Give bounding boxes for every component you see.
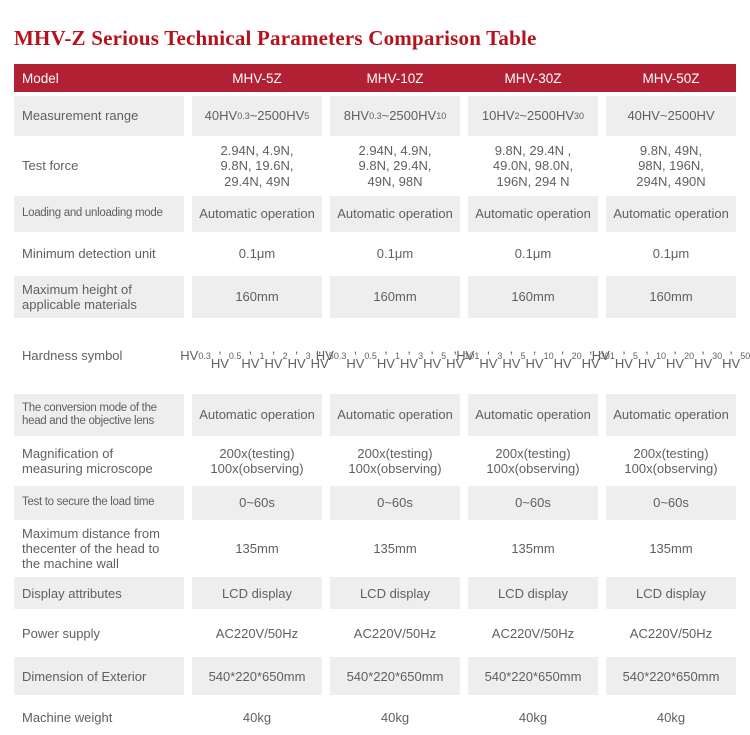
cell-mhv-50z: Automatic operation bbox=[606, 394, 736, 436]
cell-mhv-30z: 540*220*650mm bbox=[468, 657, 598, 696]
row-minimum-detection-unit: Minimum detection unit 0.1μm 0.1μm 0.1μm… bbox=[14, 236, 736, 272]
cell-mhv-5z: 200x(testing) 100x(observing) bbox=[210, 445, 304, 476]
cell-mhv-5z: LCD display bbox=[192, 577, 322, 610]
cell-mhv-30z: Automatic operation bbox=[468, 196, 598, 232]
cell-mhv-10z: Automatic operation bbox=[330, 196, 460, 232]
row-label: Magnification of measuring microscope bbox=[22, 445, 153, 476]
cell-mhv-5z: Automatic operation bbox=[192, 394, 322, 436]
cell-mhv-5z: Automatic operation bbox=[192, 196, 322, 232]
cell-mhv-10z: 8HV 0.3 ~2500HV 10 bbox=[330, 96, 460, 136]
cell-mhv-50z: 9.8N, 49N, 98N, 196N, 294N, 490N bbox=[636, 143, 706, 189]
header-mhv-10z: MHV-10Z bbox=[366, 70, 424, 86]
cell-mhv-10z: 540*220*650mm bbox=[330, 657, 460, 696]
cell-mhv-30z: 40kg bbox=[518, 709, 548, 725]
row-power-supply: Power supply AC220V/50Hz AC220V/50Hz AC2… bbox=[14, 613, 736, 653]
cell-mhv-30z: 200x(testing) 100x(observing) bbox=[486, 445, 580, 476]
row-magnification: Magnification of measuring microscope 20… bbox=[14, 440, 736, 482]
cell-mhv-5z: HV 0.3, HV 0.5, HV 1, HV 2, HV 3, HV 5 bbox=[180, 340, 334, 371]
row-conversion-mode: The conversion mode of the head and the … bbox=[14, 394, 736, 436]
cell-mhv-10z: 0.1μm bbox=[376, 246, 414, 262]
cell-mhv-5z: 540*220*650mm bbox=[192, 657, 322, 696]
row-label: Test force bbox=[22, 158, 79, 174]
row-display-attributes: Display attributes LCD display LCD displ… bbox=[14, 577, 736, 610]
row-label: Display attributes bbox=[14, 577, 184, 610]
row-hardness-symbol: Hardness symbol HV 0.3, HV 0.5, HV 1, HV 2, HV… bbox=[14, 322, 750, 390]
cell-mhv-30z: 135mm bbox=[511, 541, 555, 557]
cell-mhv-30z: AC220V/50Hz bbox=[491, 625, 575, 641]
header-model: Model bbox=[22, 70, 59, 86]
row-test-force: Test force 2.94N, 4.9N, 9.8N, 19.6N, 29.… bbox=[14, 140, 736, 192]
cell-mhv-50z: 135mm bbox=[649, 541, 693, 557]
cell-mhv-30z: HV 1, HV 3, HV 5, HV 10, HV 20, HV 30 bbox=[456, 340, 610, 371]
cell-mhv-50z: 200x(testing) 100x(observing) bbox=[624, 445, 718, 476]
cell-mhv-50z: 0.1μm bbox=[652, 246, 690, 262]
row-label: Maximum height of applicable materials bbox=[14, 276, 184, 318]
header-mhv-30z: MHV-30Z bbox=[504, 70, 562, 86]
cell-mhv-50z: AC220V/50Hz bbox=[629, 625, 713, 641]
cell-mhv-10z: 2.94N, 4.9N, 9.8N, 29.4N, 49N, 98N bbox=[358, 143, 432, 189]
cell-mhv-50z: 160mm bbox=[606, 276, 736, 318]
row-load-time: Test to secure the load time 0~60s 0~60s… bbox=[14, 486, 736, 520]
row-loading-unloading-mode: Loading and unloading mode Automatic ope… bbox=[14, 196, 736, 232]
page-title: MHV-Z Serious Technical Parameters Compa… bbox=[14, 26, 537, 50]
cell-mhv-10z: 0~60s bbox=[330, 486, 460, 520]
cell-mhv-5z: AC220V/50Hz bbox=[215, 625, 299, 641]
cell-mhv-5z: 0.1μm bbox=[238, 246, 276, 262]
cell-mhv-30z: 0.1μm bbox=[514, 246, 552, 262]
cell-mhv-30z: 0~60s bbox=[468, 486, 598, 520]
row-label: The conversion mode of the head and the … bbox=[14, 394, 184, 436]
row-label: Dimension of Exterior bbox=[14, 657, 184, 696]
cell-mhv-5z: 40HV 0.3 ~2500HV 5 bbox=[192, 96, 322, 136]
cell-mhv-50z: 0~60s bbox=[606, 486, 736, 520]
cell-mhv-10z: Automatic operation bbox=[330, 394, 460, 436]
row-maximum-distance: Maximum distance from thecenter of the h… bbox=[14, 524, 736, 573]
cell-mhv-50z: HV 1, HV 5, HV 10, HV 20, HV 30, HV 50 bbox=[591, 340, 750, 371]
cell-mhv-10z: 135mm bbox=[373, 541, 417, 557]
cell-mhv-5z: 0~60s bbox=[192, 486, 322, 520]
parameters-table: Model MHV-5Z MHV-10Z MHV-30Z MHV-50Z Mea… bbox=[14, 64, 750, 735]
cell-mhv-30z: 9.8N, 29.4N , 49.0N, 98.0N, 196N, 294 N bbox=[492, 143, 574, 189]
table-header-row: Model MHV-5Z MHV-10Z MHV-30Z MHV-50Z bbox=[14, 64, 736, 92]
row-machine-weight: Machine weight 40kg 40kg 40kg 40kg bbox=[14, 699, 736, 735]
cell-mhv-10z: 40kg bbox=[380, 709, 410, 725]
cell-mhv-30z: 160mm bbox=[468, 276, 598, 318]
row-label: Loading and unloading mode bbox=[14, 196, 184, 232]
row-label: Measurement range bbox=[14, 96, 184, 136]
cell-mhv-30z: LCD display bbox=[468, 577, 598, 610]
cell-mhv-5z: 135mm bbox=[235, 541, 279, 557]
cell-mhv-5z: 160mm bbox=[192, 276, 322, 318]
cell-mhv-50z: 40HV~2500HV bbox=[606, 96, 736, 136]
header-mhv-50z: MHV-50Z bbox=[642, 70, 700, 86]
row-measurement-range: Measurement range 40HV 0.3 ~2500HV 5 8HV 0.3… bbox=[14, 96, 736, 136]
cell-mhv-10z: 200x(testing) 100x(observing) bbox=[348, 445, 442, 476]
cell-mhv-10z: LCD display bbox=[330, 577, 460, 610]
cell-mhv-10z: 160mm bbox=[330, 276, 460, 318]
cell-mhv-50z: 40kg bbox=[656, 709, 686, 725]
cell-mhv-50z: 540*220*650mm bbox=[606, 657, 736, 696]
cell-mhv-5z: 2.94N, 4.9N, 9.8N, 19.6N, 29.4N, 49N bbox=[220, 143, 294, 189]
row-label: Hardness symbol bbox=[22, 348, 123, 364]
row-label: Test to secure the load time bbox=[14, 486, 184, 520]
cell-mhv-10z: HV 0.3, HV 0.5, HV 1, HV 3, HV 5, HV 10 bbox=[315, 340, 475, 371]
cell-mhv-50z: LCD display bbox=[606, 577, 736, 610]
row-maximum-height: Maximum height of applicable materials 1… bbox=[14, 276, 736, 318]
cell-mhv-30z: 10HV 2 ~2500HV 30 bbox=[468, 96, 598, 136]
row-label: Machine weight bbox=[22, 709, 113, 725]
cell-mhv-5z: 40kg bbox=[242, 709, 272, 725]
header-mhv-5z: MHV-5Z bbox=[232, 70, 282, 86]
row-label: Maximum distance from thecenter of the h… bbox=[22, 526, 160, 572]
cell-mhv-50z: Automatic operation bbox=[606, 196, 736, 232]
row-dimension-exterior: Dimension of Exterior 540*220*650mm 540*… bbox=[14, 657, 736, 696]
row-label: Power supply bbox=[22, 625, 101, 641]
row-label: Minimum detection unit bbox=[22, 246, 156, 262]
cell-mhv-30z: Automatic operation bbox=[468, 394, 598, 436]
cell-mhv-10z: AC220V/50Hz bbox=[353, 625, 437, 641]
